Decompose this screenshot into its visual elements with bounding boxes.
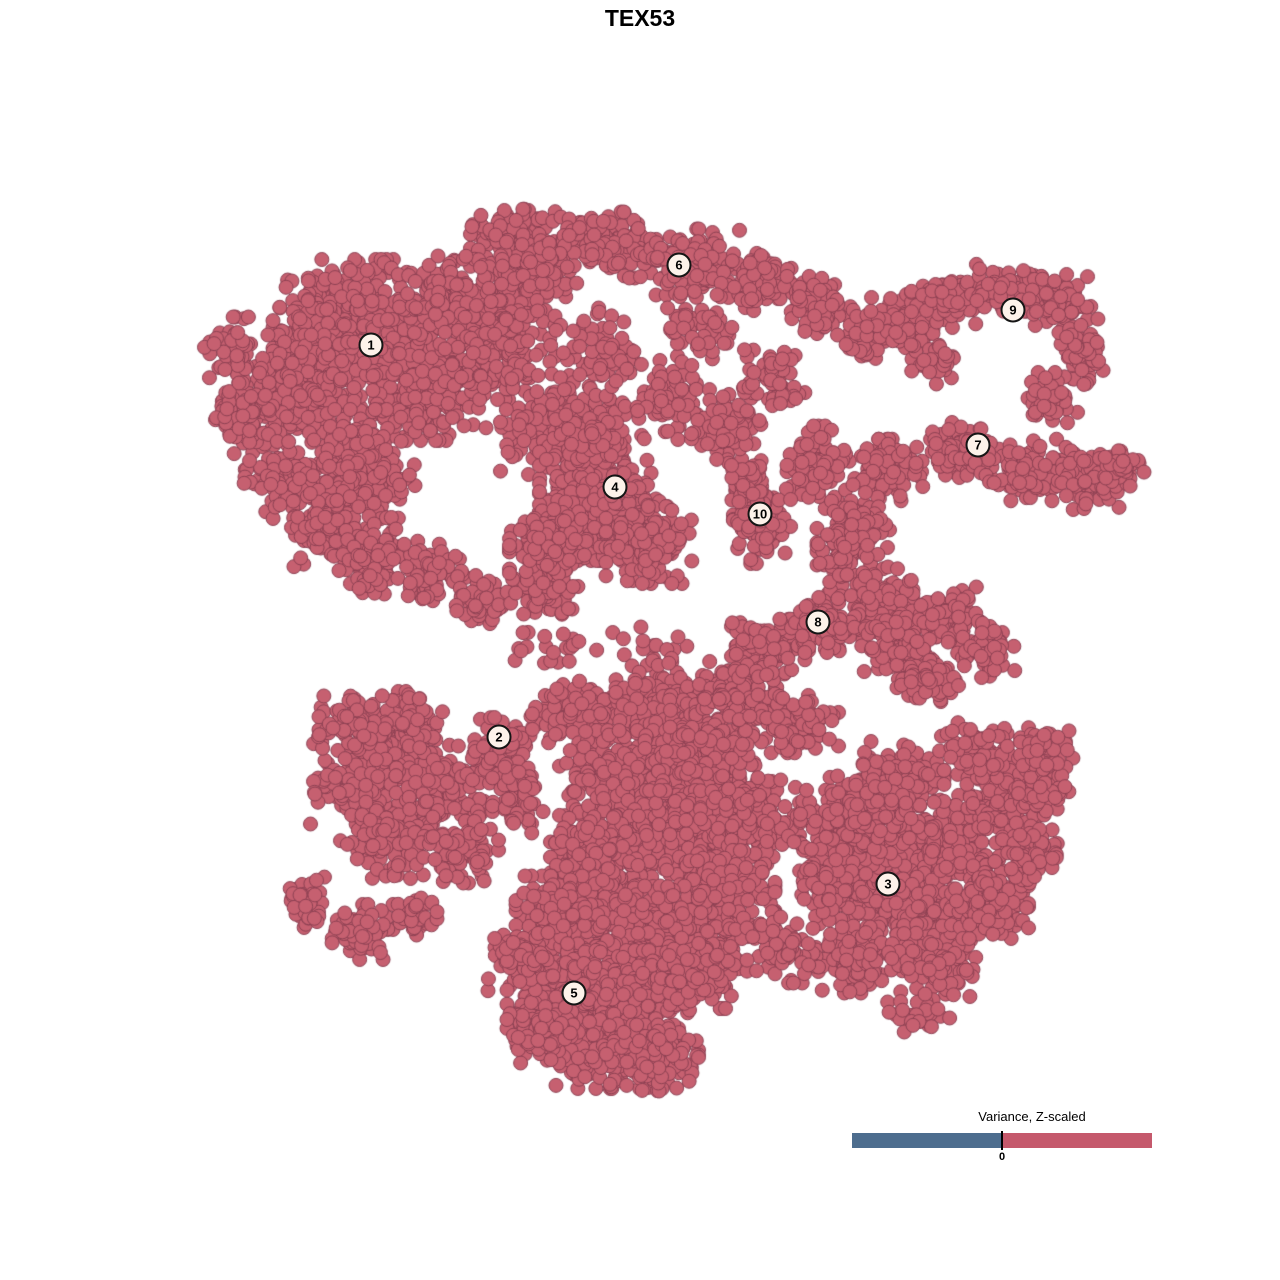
cluster-label-1: 1 [358,332,384,358]
cluster-label-9: 9 [1000,297,1026,323]
cluster-label-7: 7 [965,432,991,458]
cluster-label-2: 2 [486,724,512,750]
cluster-label-10: 10 [747,501,773,527]
plot-title: TEX53 [604,5,676,31]
cluster-label-3: 3 [875,871,901,897]
cluster-label-4: 4 [602,474,628,500]
cluster-label-8: 8 [805,609,831,635]
cluster-label-5: 5 [561,980,587,1006]
cluster-label-6: 6 [666,252,692,278]
